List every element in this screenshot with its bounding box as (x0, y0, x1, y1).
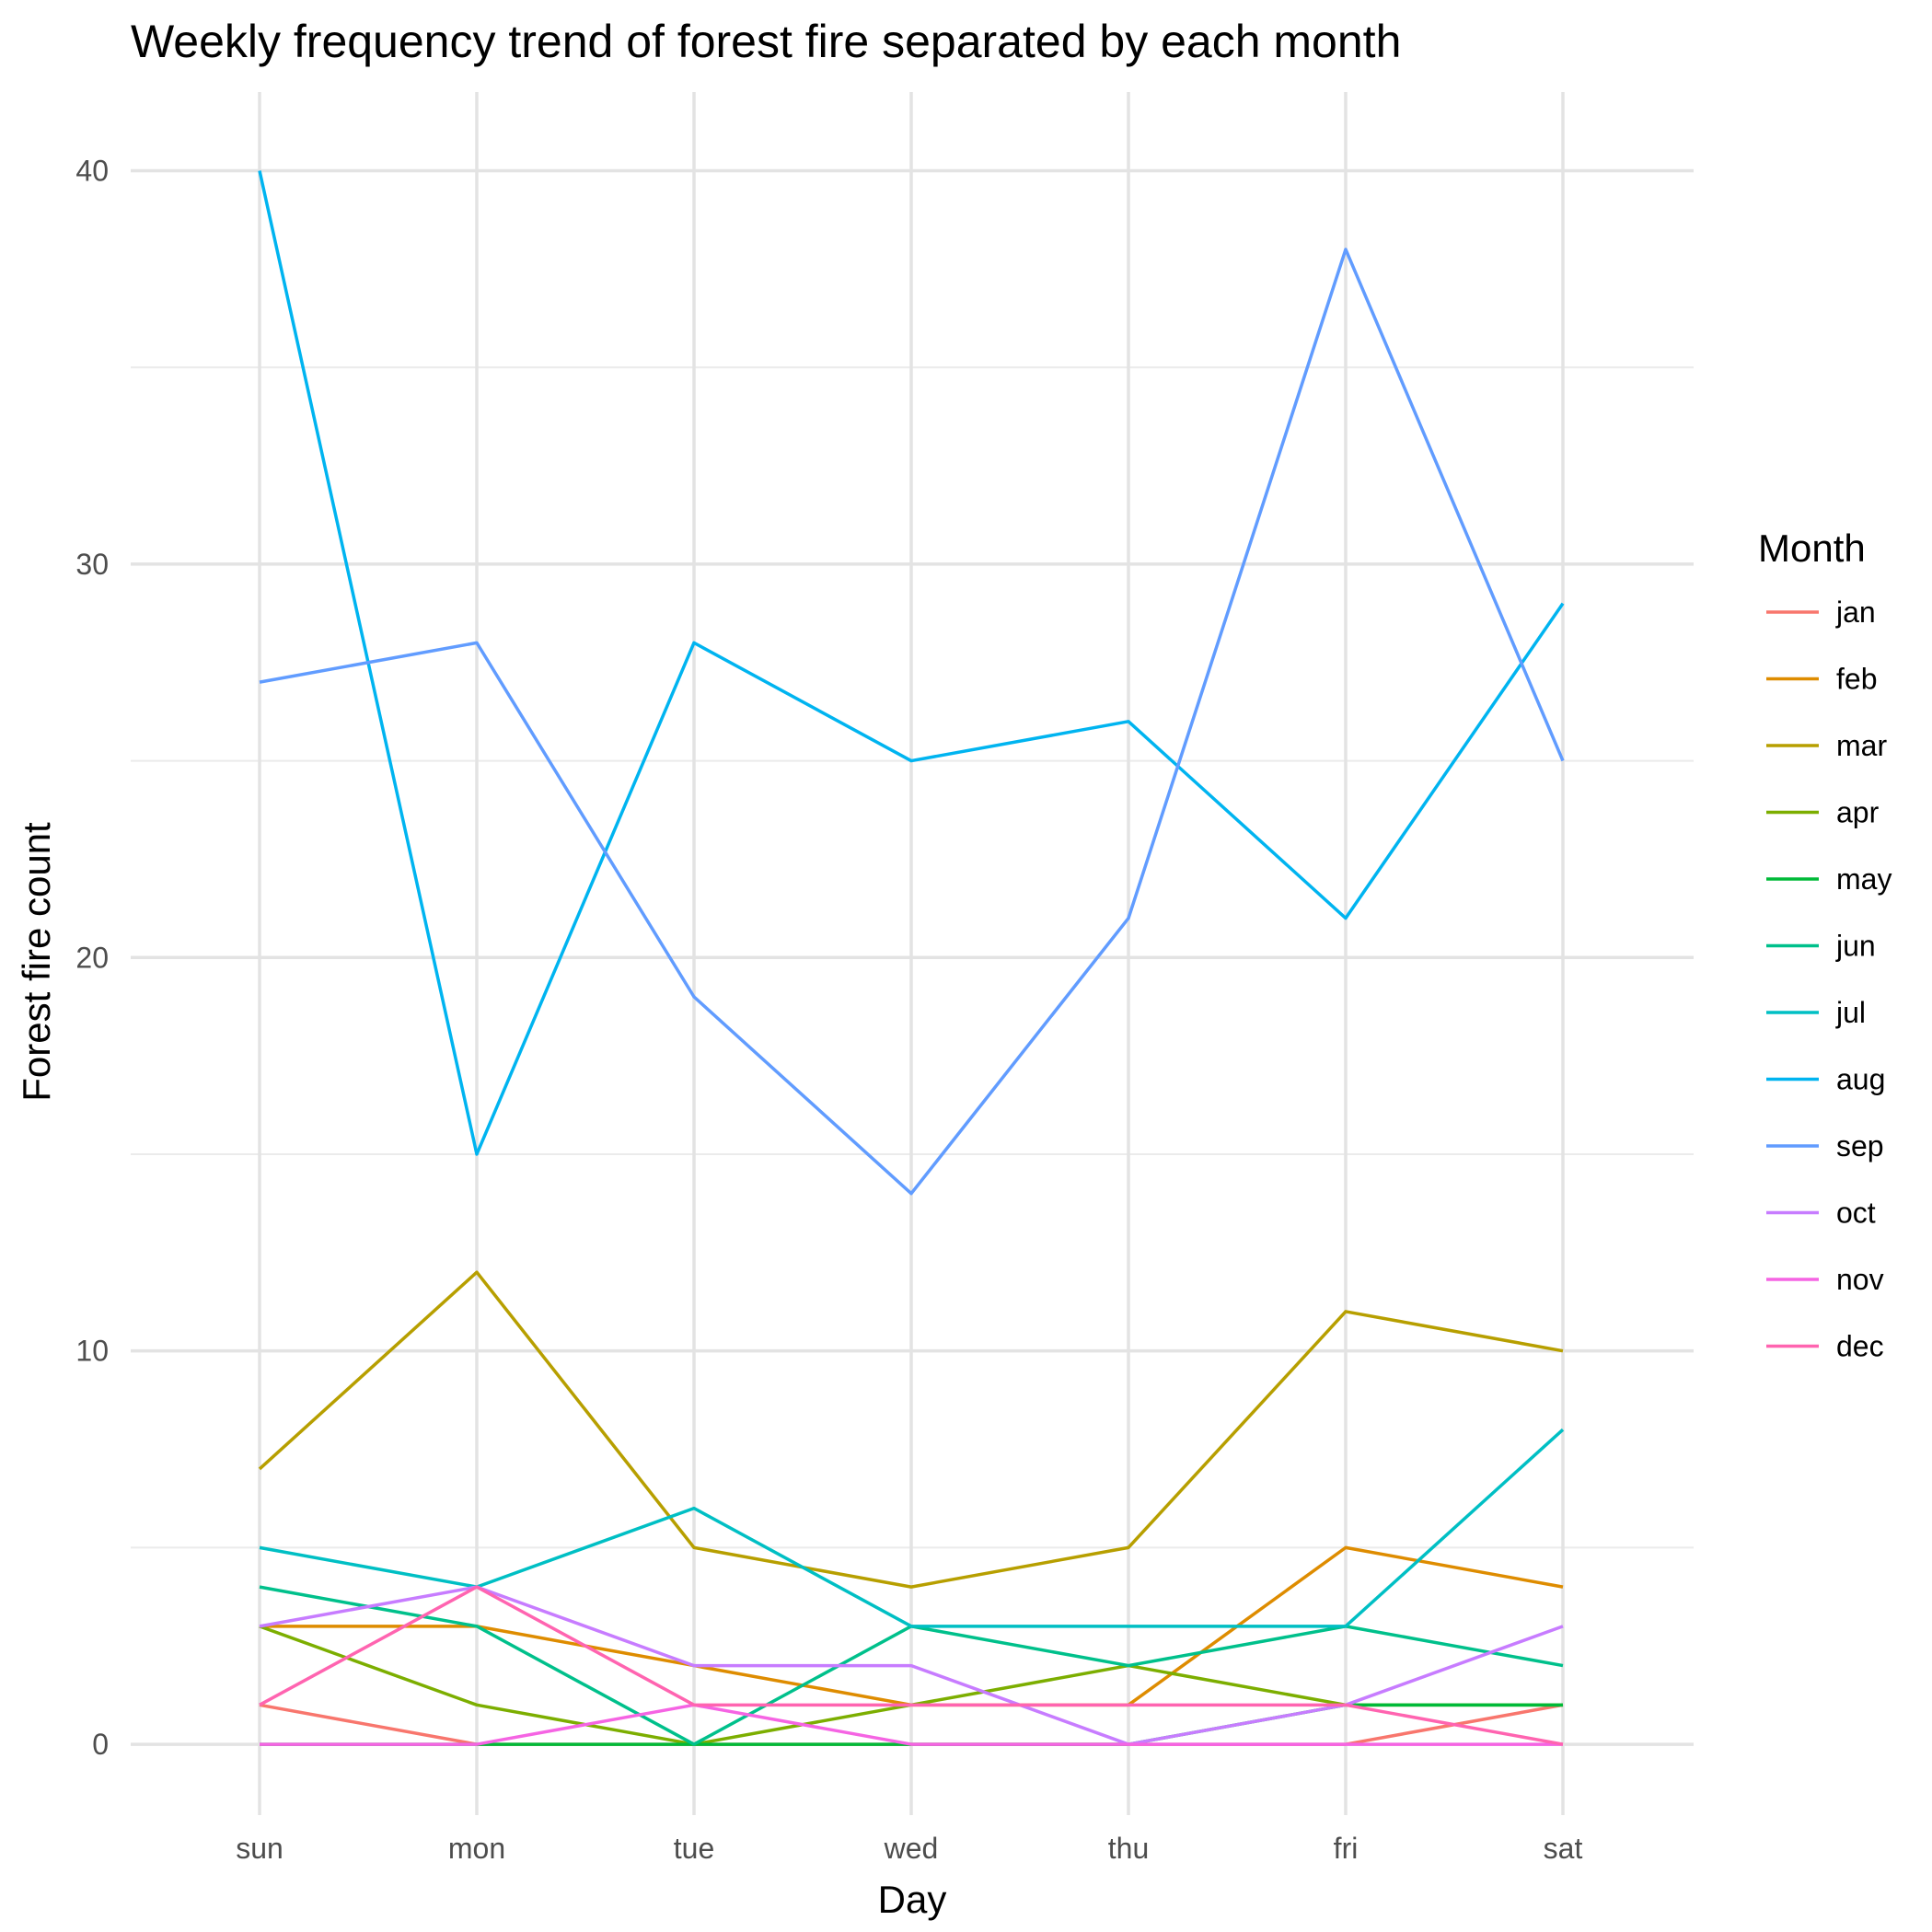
legend-label-jun: jun (1835, 930, 1876, 963)
legend: Month jan feb mar apr may jun jul aug sep oct nov d… (1758, 526, 1892, 1363)
x-tick-label: tue (674, 1832, 714, 1865)
legend-label-may: may (1836, 862, 1892, 896)
x-tick-label: mon (448, 1832, 505, 1865)
legend-label-aug: aug (1836, 1063, 1885, 1096)
x-tick-label: sun (236, 1832, 283, 1865)
legend-label-oct: oct (1836, 1197, 1876, 1230)
series-line-aug (258, 170, 1565, 1156)
x-tick-label: sat (1544, 1832, 1583, 1865)
legend-label-feb: feb (1836, 663, 1877, 696)
y-axis-title: Forest fire count (15, 822, 58, 1102)
y-axis-tick-labels: 0 10 20 30 40 (75, 154, 109, 1761)
series-lines (258, 170, 1565, 1746)
legend-label-sep: sep (1836, 1129, 1884, 1163)
legend-label-apr: apr (1836, 796, 1880, 829)
y-tick-label: 10 (75, 1335, 109, 1368)
x-tick-label: thu (1108, 1832, 1149, 1865)
x-axis-tick-labels: sun mon tue wed thu fri sat (236, 1832, 1582, 1865)
y-tick-label: 20 (75, 941, 109, 974)
legend-items: jan feb mar apr may jun jul aug sep oct nov dec (1766, 596, 1892, 1363)
y-tick-label: 0 (92, 1728, 109, 1761)
series-line-sep (259, 248, 1565, 1196)
legend-label-jul: jul (1835, 996, 1866, 1029)
x-tick-label: fri (1334, 1832, 1359, 1865)
legend-label-mar: mar (1836, 729, 1887, 762)
chart-title: Weekly frequency trend of forest fire se… (131, 16, 1401, 67)
x-axis-title: Day (878, 1878, 947, 1921)
grid-lines (131, 92, 1694, 1815)
series-line-mar (258, 1270, 1564, 1589)
legend-label-dec: dec (1836, 1330, 1884, 1363)
y-tick-label: 40 (75, 154, 109, 187)
y-tick-label: 30 (75, 548, 109, 581)
legend-title: Month (1758, 526, 1866, 570)
series-line-nov (260, 1703, 1563, 1746)
series-line-dec (259, 1585, 1564, 1746)
legend-label-nov: nov (1836, 1263, 1884, 1296)
x-tick-label: wed (884, 1832, 939, 1865)
legend-label-jan: jan (1835, 596, 1876, 629)
